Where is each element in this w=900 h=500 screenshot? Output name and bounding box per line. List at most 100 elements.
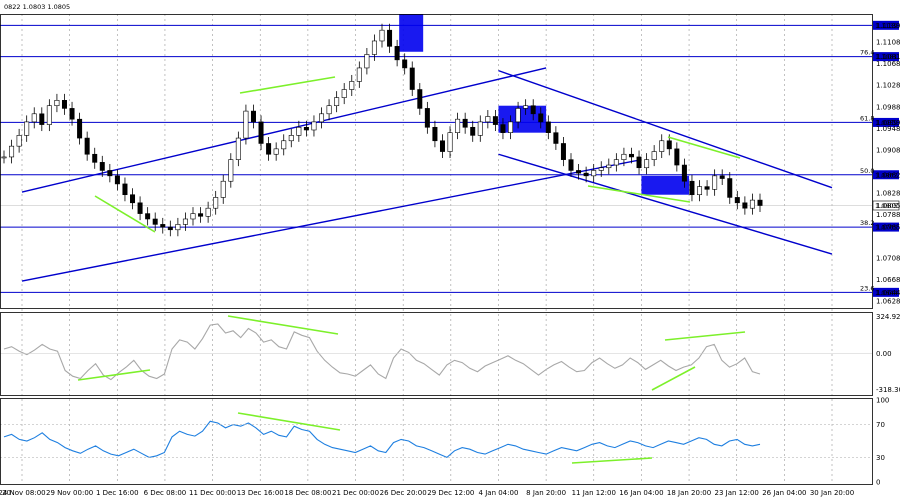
x-tick-label: 11 Jan 12:00 (572, 489, 616, 497)
rsi-tick-label: 70 (876, 421, 885, 429)
x-tick-label: 24 Nov 08:00 (0, 489, 46, 497)
level-price-badge (873, 52, 899, 62)
candle-body (77, 118, 83, 139)
candle-body (379, 29, 385, 42)
y-tick-label: 1.0959 (876, 119, 900, 127)
candle-body (508, 121, 514, 133)
level-price-badge (873, 222, 899, 232)
candle-body (228, 159, 234, 182)
x-tick-label: 30 Jan 20:00 (810, 489, 854, 497)
candle-body (417, 89, 423, 109)
candle-body (394, 46, 400, 61)
candle-body (402, 59, 408, 69)
candle-body (190, 213, 196, 220)
fib-label: 76.4 (860, 49, 874, 57)
axes: 24 Nov 08:00 29 Nov 00:00 1 Dec 16:00 6 Dec… (0, 14, 900, 497)
rsi-tick-label: 30 (876, 454, 885, 462)
candle-body (24, 121, 30, 136)
candle-body (681, 164, 687, 182)
candle-body (674, 148, 680, 166)
candle-body (61, 100, 67, 109)
x-tick-label: 8 Jan 20:00 (526, 489, 566, 497)
candle-body (311, 121, 317, 131)
candle-body (107, 170, 113, 177)
y-tick-label: 1.1068 (876, 60, 900, 68)
trendline (498, 153, 833, 255)
candle-body (553, 132, 559, 144)
candle-body (651, 151, 657, 160)
candle-body (175, 224, 181, 231)
y-tick-label: 1.0765 (876, 224, 900, 232)
candle-body (742, 202, 748, 209)
level-price-label: 1.0862 (875, 171, 898, 179)
candle-body (712, 175, 718, 190)
y-tick-label: 1.0788 (876, 211, 900, 219)
highlight-boxes (399, 14, 690, 195)
y-tick-label: 1.0668 (876, 276, 900, 284)
candle-body (334, 97, 340, 107)
y-tick-label: 1.0988 (876, 103, 900, 111)
candle-body (591, 170, 597, 177)
divergence-line (239, 76, 336, 94)
candle-body (364, 54, 370, 69)
cci-tick-label: 324.9241 (876, 313, 900, 321)
candle-body (243, 110, 249, 139)
candle-body (213, 197, 219, 209)
candle-body (523, 105, 529, 109)
candle-body (666, 140, 672, 150)
candle-body (644, 159, 650, 169)
level-price-label: 1.0644 (875, 289, 898, 297)
x-tick-label: 16 Jan 04:00 (619, 489, 663, 497)
highlight-box (399, 14, 424, 52)
y-tick-label: 1.1108 (876, 39, 900, 47)
candle-body (757, 199, 763, 206)
candle-body (288, 135, 294, 142)
candle-body (749, 199, 755, 209)
level-price-label: 1.1139 (875, 22, 898, 30)
x-tick-label: 11 Dec 00:00 (189, 489, 236, 497)
y-tick-label: 1.0908 (876, 146, 900, 154)
fib-label: 23.6 (860, 284, 874, 292)
candle-body (99, 162, 105, 171)
candle-body (462, 118, 468, 128)
candle-body (54, 100, 60, 107)
candle-body (266, 143, 272, 155)
y-tick-label: 1.0805 (876, 202, 900, 210)
candle-body (145, 213, 151, 220)
candle-body (39, 113, 45, 125)
candle-body (250, 110, 256, 123)
divergence-line (664, 331, 746, 341)
candle-body (704, 186, 710, 190)
candle-body (92, 153, 98, 163)
candle-body (636, 156, 642, 169)
y-tick-label: 1.0708 (876, 254, 900, 262)
candle-body (326, 105, 332, 115)
y-tick-label: 1.1028 (876, 82, 900, 90)
x-tick-label: 18 Dec 08:00 (284, 489, 331, 497)
x-tick-label: 4 Jan 04:00 (479, 489, 519, 497)
level-price-label: 1.1081 (875, 53, 898, 61)
y-tick-label: 1.0828 (876, 190, 900, 198)
divergence-line (651, 366, 696, 391)
candle-body (500, 124, 506, 133)
candle-body (409, 67, 415, 90)
divergence-line (237, 412, 341, 431)
candle-body (387, 29, 393, 47)
candle-body (1, 156, 7, 159)
candle-body (84, 137, 90, 155)
rsi-panel: 100 70 30 0 (0, 397, 889, 487)
candle-body (31, 113, 37, 123)
x-tick-label: 23 Jan 12:00 (715, 489, 759, 497)
fib-label: 61.8 (860, 114, 874, 122)
candle-body (182, 218, 188, 225)
candle-body (205, 207, 211, 217)
panel-frame (0, 14, 873, 309)
divergence-line (77, 369, 151, 381)
candle-body (447, 132, 453, 152)
divergence-line (667, 136, 741, 159)
candle-body (167, 226, 173, 231)
x-tick-label: 26 Jan 04:00 (762, 489, 806, 497)
fib-label: 38.2 (860, 219, 874, 227)
